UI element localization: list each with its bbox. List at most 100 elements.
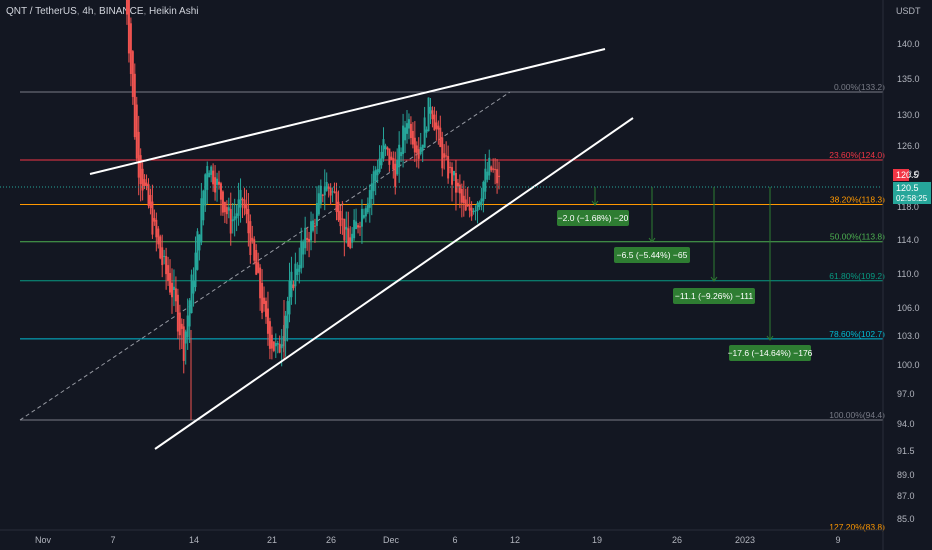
candle-body	[294, 263, 297, 287]
candle-body	[167, 265, 170, 282]
arrow-head-icon	[591, 200, 599, 206]
upper-trendline[interactable]	[89, 48, 606, 175]
candle-body	[231, 219, 234, 222]
arrow-head-icon	[766, 335, 774, 341]
time-tick: 21	[267, 535, 277, 545]
chart-header: QNT / TetherUS, 4h, BINANCE, Heikin Ashi	[6, 6, 199, 17]
price-axis[interactable]: 140.0135.0130.0126.0122.0118.0114.0110.0…	[897, 39, 920, 524]
candle-body	[392, 158, 395, 170]
time-tick: 26	[326, 535, 336, 545]
price-tick: 126.0	[897, 141, 920, 151]
candle-body	[312, 220, 314, 231]
fib-trend-dashed-line[interactable]	[19, 91, 511, 421]
time-tick: 6	[452, 535, 457, 545]
measure-label[interactable]: −17.6 (−14.64%) −176	[728, 345, 813, 361]
candle-body	[257, 262, 260, 273]
candle-body	[286, 301, 289, 329]
price-measurements[interactable]: −2.0 (−1.68%) −20 −6.5 (−5.44%) −65 −11.1 …	[557, 187, 813, 361]
candle-body	[192, 280, 195, 294]
candle-body	[437, 125, 440, 130]
last-price-red-value: 120.5	[896, 170, 919, 180]
candle-body	[355, 221, 358, 230]
arrow-head-icon	[710, 276, 718, 282]
candle-body	[308, 239, 311, 242]
price-tick: 85.0	[897, 514, 915, 524]
candle-body	[404, 127, 407, 141]
candle-body	[223, 202, 226, 213]
candle-body	[411, 130, 414, 145]
candle-body	[325, 181, 328, 191]
candle-body	[496, 169, 499, 184]
candle-body	[353, 219, 356, 239]
candle-body	[219, 183, 222, 200]
chart-style[interactable]: Heikin Ashi	[149, 6, 199, 17]
measure-label[interactable]: −11.1 (−9.26%) −111	[673, 288, 755, 304]
symbol-name[interactable]: QNT / TetherUS	[6, 6, 77, 17]
candle-body	[163, 255, 166, 257]
candle-body	[127, 0, 130, 54]
candle-body	[304, 227, 307, 249]
candle-body	[133, 73, 136, 138]
fib-level-label: 61.80%(109.2)	[829, 271, 885, 281]
candle-body	[327, 186, 330, 189]
candle-body	[417, 149, 420, 159]
candle-body	[423, 117, 426, 148]
price-tick: 89.0	[897, 470, 915, 480]
candle-body	[210, 166, 213, 175]
candle-body	[200, 198, 203, 243]
fib-retracement[interactable]: 0.00%(133.2) 23.60%(124.0) 38.20%(118.3) 50…	[20, 82, 885, 532]
time-tick: 12	[510, 535, 520, 545]
candle-body	[390, 156, 393, 160]
candle-body	[349, 237, 352, 249]
countdown: 02:58:25	[896, 194, 928, 203]
candle-body	[247, 209, 250, 234]
candles	[125, 0, 501, 420]
candle-body	[300, 240, 303, 269]
lower-trendline[interactable]	[154, 117, 634, 450]
candle-body	[251, 237, 254, 241]
candle-body	[451, 167, 454, 185]
candle-body	[476, 202, 479, 211]
candle-body	[427, 97, 430, 132]
candle-body	[370, 183, 373, 199]
candle-body	[196, 231, 199, 270]
price-tick: 100.0	[897, 360, 920, 370]
candle-body	[362, 215, 365, 218]
candle-body	[145, 182, 148, 186]
candle-body	[341, 218, 344, 220]
candle-body	[466, 204, 469, 206]
candle-body	[216, 178, 219, 185]
candle-body	[462, 195, 465, 204]
measure-label-text: −17.6 (−14.64%) −176	[728, 348, 813, 358]
candle-body	[429, 106, 432, 114]
candle-body	[188, 300, 191, 327]
candle-body	[178, 312, 181, 336]
candle-body	[259, 267, 262, 299]
candle-body	[169, 273, 172, 293]
candle-body	[443, 153, 446, 158]
candle-body	[204, 174, 207, 206]
interval[interactable]: 4h	[82, 6, 94, 17]
price-tick: 94.0	[897, 419, 915, 429]
price-tick: 110.0	[897, 269, 919, 279]
candle-body	[421, 144, 424, 151]
candle-body	[357, 225, 360, 228]
candle-body	[335, 191, 338, 212]
measure-label[interactable]: −6.5 (−5.44%) −65	[614, 247, 690, 263]
candle-body	[323, 186, 326, 196]
candle-body	[388, 148, 391, 165]
time-axis[interactable]: Nov 7 14 21 26 Dec 6 12 19 26 2023 9	[35, 535, 841, 545]
candle-body	[263, 297, 266, 304]
time-tick: 2023	[735, 535, 755, 545]
price-tick: 91.5	[897, 446, 915, 456]
candle-body	[449, 166, 452, 168]
candle-body	[472, 211, 475, 213]
candle-body	[208, 172, 211, 178]
candle-body	[218, 181, 220, 185]
candle-body	[155, 219, 158, 238]
candle-body	[255, 249, 258, 275]
fib-level-label: 127.20%(83.8)	[829, 522, 885, 532]
candle-body	[317, 193, 320, 215]
measure-label[interactable]: −2.0 (−1.68%) −20	[557, 210, 629, 226]
